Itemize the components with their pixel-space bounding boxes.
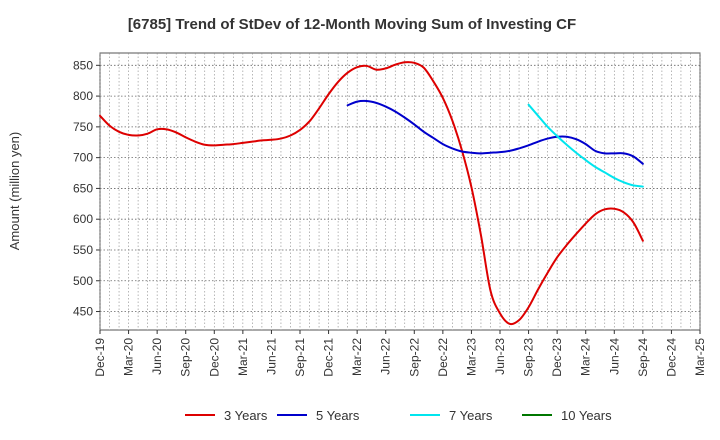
y-tick-label: 750: [73, 120, 93, 134]
x-tick-label: Sep-23: [522, 338, 536, 377]
x-tick-label: Sep-20: [179, 338, 193, 377]
x-tick-label: Mar-24: [579, 338, 593, 376]
x-tick-label: Dec-22: [436, 338, 450, 377]
x-tick-label: Jun-22: [379, 338, 393, 375]
plot-frame: [99, 52, 701, 331]
plot-area: 450 500 550 600 650 700 750 800 850 Dec-19 Mar-20 J…: [73, 52, 707, 377]
x-tick-label: Jun-24: [607, 338, 621, 375]
series-line-7-years: [527, 103, 644, 188]
legend-label-10-years: 10 Years: [561, 408, 612, 423]
y-tick-label: 550: [73, 243, 93, 257]
legend-label-5-years: 5 Years: [316, 408, 360, 423]
y-tick-label: 800: [73, 89, 93, 103]
x-tick-label: Jun-21: [264, 338, 278, 375]
y-tick-label: 650: [73, 181, 93, 195]
legend: 3 Years 5 Years 7 Years 10 Years: [185, 408, 612, 423]
x-tick-label: Sep-21: [293, 338, 307, 377]
chart-title: [6785] Trend of StDev of 12-Month Moving…: [128, 16, 576, 33]
x-tick-label: Sep-22: [407, 338, 421, 377]
x-tick-label: Dec-21: [322, 338, 336, 377]
x-tick-label: Sep-24: [636, 338, 650, 377]
y-tick-label: 450: [73, 305, 93, 319]
x-tick-label: Mar-25: [693, 338, 707, 376]
x-tick-label: Mar-22: [350, 338, 364, 376]
x-tick-label: Dec-19: [93, 338, 107, 377]
x-tick-label: Mar-20: [122, 338, 136, 376]
x-tick-label: Jun-23: [493, 338, 507, 375]
x-tick-label: Mar-23: [464, 338, 478, 376]
y-tick-label: 600: [73, 212, 93, 226]
x-tick-label: Mar-21: [236, 338, 250, 376]
x-tick-label: Dec-20: [207, 338, 221, 377]
y-tick-label: 850: [73, 58, 93, 72]
legend-label-7-years: 7 Years: [449, 408, 493, 423]
series-line-5-years: [346, 99, 644, 165]
y-axis-label: Amount (million yen): [7, 132, 22, 251]
legend-label-3-years: 3 Years: [224, 408, 268, 423]
series-line-3-years: [99, 61, 644, 326]
y-tick-label: 500: [73, 274, 93, 288]
x-tick-label: Jun-20: [150, 338, 164, 375]
y-tick-label: 700: [73, 151, 93, 165]
x-tick-label: Dec-23: [550, 338, 564, 377]
x-tick-label: Dec-24: [664, 338, 678, 377]
